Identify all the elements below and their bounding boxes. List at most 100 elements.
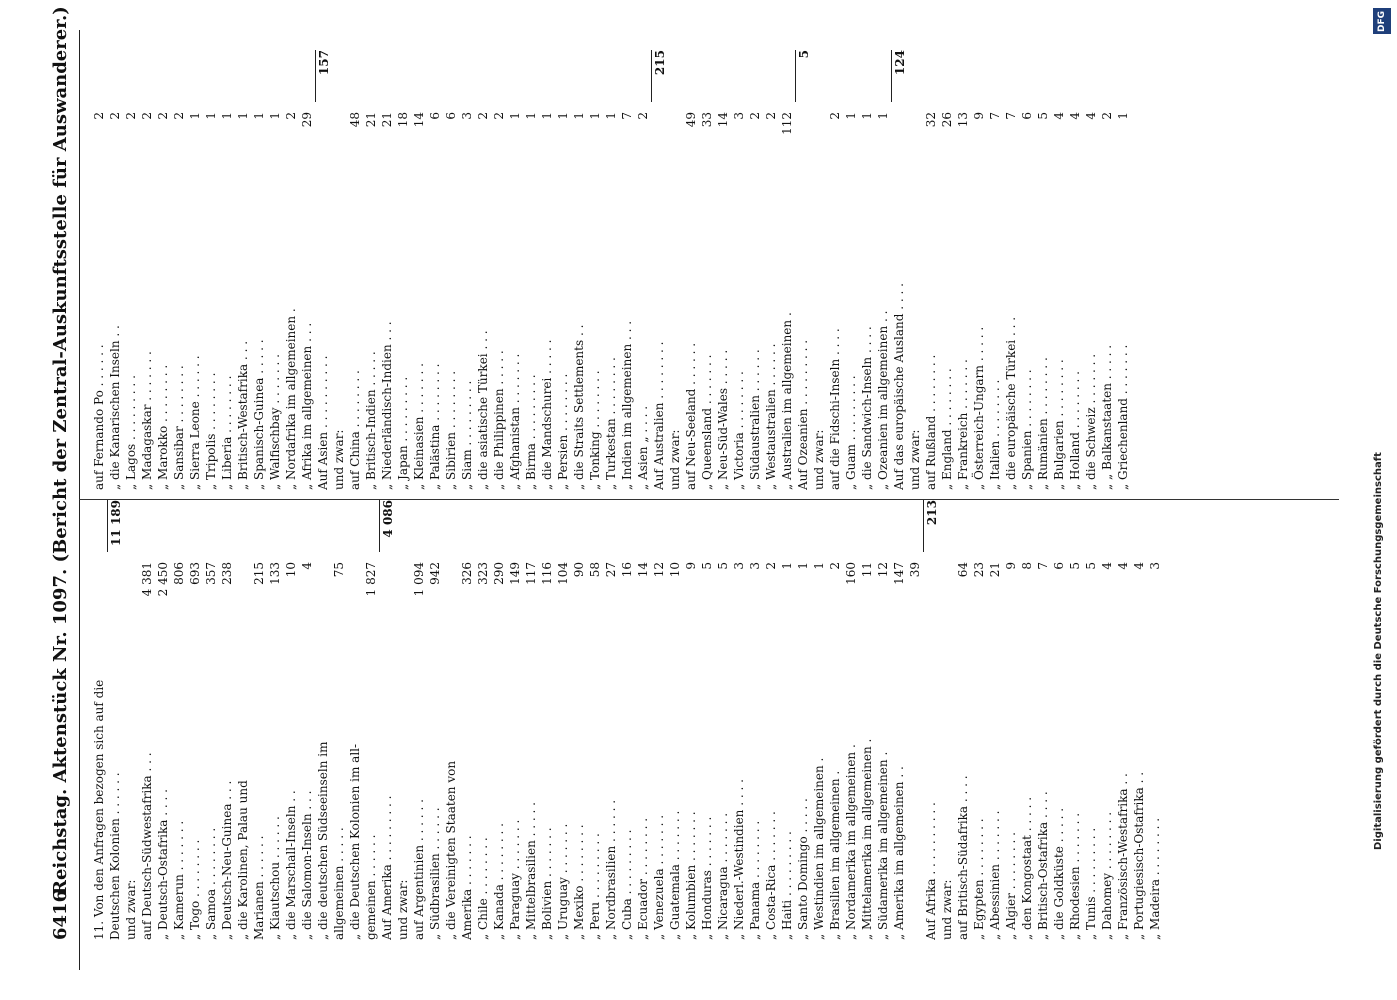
table-row: „ Peru . . . . . . . . . 58 [587, 500, 603, 940]
table-row: „ Siam . . . . . . . . . 3 [459, 50, 475, 490]
table-row: „ die Schweiz . . . . . . . 4 [1083, 50, 1099, 490]
table-row: „ Lagos . . . . . . . . . 2 [123, 50, 139, 490]
row-label: „ Portugiesisch-Ostafrika . . [1131, 771, 1146, 940]
row-count: 3 [1147, 562, 1162, 570]
row-label: und zwar: [939, 879, 954, 940]
table-row: „ Südbrasilien . . . . . . 942 [427, 500, 443, 940]
table-row: „ Britisch-Ostafrika . . . . 7 [1035, 500, 1051, 940]
row-count: 1 094 [411, 562, 426, 597]
row-count: 2 [747, 112, 762, 120]
row-label: Amerika . . . . . . . [459, 835, 474, 940]
table-row: „ die Karolinen, Palau und [235, 500, 251, 940]
table-row: „ Kleinasien . . . . . . . 14 [411, 50, 427, 490]
table-row: „ Birma . . . . . . . . . 1 [523, 50, 539, 490]
row-label: „ Siam . . . . . . . . . [459, 380, 474, 490]
row-count: 1 [267, 112, 282, 120]
row-count: 2 450 [155, 562, 170, 597]
table-row: auf Rußland . . . . . . . . 32 [923, 50, 939, 490]
table-row: „ Bolivien . . . . . . . 116 [539, 500, 555, 940]
row-label: „ Bulgarien . . . . . . . . [1051, 359, 1066, 490]
row-label: „ Indien im allgemeinen . . . [619, 320, 634, 490]
right-column: auf Fernando Po . . . . . . 2 „ die Kanar… [91, 50, 1131, 490]
table-row: „ Italien . . . . . . . . 7 [987, 50, 1003, 490]
table-row: „ England . . . . . . . . 26 [939, 50, 955, 490]
table-row: „ Frankreich . . . . . . . 13 [955, 50, 971, 490]
table-row: „ Abessinien . . . . . . . 21 [987, 500, 1003, 940]
row-count: 112 [779, 112, 794, 135]
row-label: „ Queensland . . . . . . . [699, 354, 714, 491]
row-label: Auf Afrika . . . . . . . . . . [923, 802, 938, 940]
row-label: „ Tunis . . . . . . . . . [1083, 827, 1098, 940]
row-count: 7 [1003, 112, 1018, 120]
table-row: „ die Goldküste . . . . . 6 [1051, 500, 1067, 940]
row-label: „ Persien . . . . . . . . [555, 373, 570, 490]
row-count: 4 [1051, 112, 1066, 120]
row-label: „ Ozeanien im allgemeinen . . [875, 310, 890, 490]
table-row: „ Österreich-Ungarn . . . . . 9 [971, 50, 987, 490]
row-count: 4 [1099, 562, 1114, 570]
row-label: „ Cuba . . . . . . . . . [619, 829, 634, 940]
row-count: 2 [475, 112, 490, 120]
table-row: „ Liberia . . . . . . . . 1 [219, 50, 235, 490]
row-label: „ Deutsch-Neu-Guinea . . . [219, 780, 234, 940]
row-count: 693 [187, 562, 202, 585]
row-total: 215 [650, 50, 668, 102]
row-label: „ Paraguay . . . . . . . [507, 819, 522, 940]
row-label: auf Neu-Seeland . . . . . . [683, 342, 698, 490]
table-row: auf Fernando Po . . . . . . 2 [91, 50, 107, 490]
table-row: „ Nordamerika im allgemeinen . 160 [843, 500, 859, 940]
row-count: 3 [731, 562, 746, 570]
row-label: „ Afghanistan . . . . . . . [507, 353, 522, 490]
row-count: 9 [1003, 562, 1018, 570]
table-row: „ Japan . . . . . . . . . 18 [395, 50, 411, 490]
table-row: „ Niederländisch-Indien . . . 21 [379, 50, 395, 490]
row-count: 21 [379, 112, 394, 128]
row-label: auf Deutsch-Südwestafrika . . . [139, 752, 154, 940]
row-count: 147 [891, 562, 906, 585]
row-label: „ Kiautschou . . . . . . [267, 816, 282, 940]
row-count: 5 [1067, 562, 1082, 570]
row-label: „ Mexiko . . . . . . . . [571, 824, 586, 940]
row-label: „ Westaustralien . . . . . . [763, 343, 778, 490]
table-row: „ Honduras . . . . . . . 5 [699, 500, 715, 940]
row-count: 2 [763, 562, 778, 570]
table-row: „ Madeira . . . . . . . . 3 [1147, 500, 1163, 940]
row-count: 21 [987, 562, 1002, 578]
table-row: Auf Asien . . . . . . . . . . 157 [314, 50, 332, 490]
row-label: „ die Goldküste . . . . . [1051, 807, 1066, 940]
row-label: „ die europäische Türkei . . . [1003, 316, 1018, 490]
table-row: „ Neu-Süd-Wales . . . . . 14 [715, 50, 731, 490]
row-label: „ Rhodesien . . . . . . . [1067, 812, 1082, 940]
table-row: „ Mittelamerika im allgemeinen . 11 [859, 500, 875, 940]
row-count: 1 [555, 112, 570, 120]
table-row: „ Mexiko . . . . . . . . 90 [571, 500, 587, 940]
table-row: „ Britisch-Westafrika . . . 1 [235, 50, 251, 490]
row-count: 2 [491, 112, 506, 120]
table-row: Auf Afrika . . . . . . . . . . 213 [922, 500, 940, 940]
table-row: auf Britisch-Südafrika . . . . 64 [955, 500, 971, 940]
row-label: „ Südamerika im allgemeinen . [875, 751, 890, 940]
row-label: „ die Mandschurei . . . . . [539, 339, 554, 490]
table-row: „ Victoria . . . . . . . . 3 [731, 50, 747, 490]
table-row: „ Kiautschou . . . . . . 133 [267, 500, 283, 940]
row-label: Auf Australien . . . . . . . . [651, 341, 666, 490]
row-count: 1 [811, 562, 826, 570]
row-count: 10 [667, 562, 682, 578]
row-label: „ Italien . . . . . . . . [987, 379, 1002, 490]
row-label: „ England . . . . . . . . [939, 368, 954, 490]
table-row: „ Australien im allgemeinen . 112 [779, 50, 795, 490]
row-count: 75 [331, 562, 346, 578]
row-label: „ Niederl.-Westindien . . . . [731, 779, 746, 940]
table-row: „ Queensland . . . . . . . 33 [699, 50, 715, 490]
row-total: 157 [314, 50, 332, 102]
row-count: 1 [187, 112, 202, 120]
row-count: 1 [235, 112, 250, 120]
row-label: auf Britisch-Südafrika . . . . [955, 775, 970, 940]
row-count: 64 [955, 562, 970, 578]
table-row: und zwar: [907, 50, 923, 490]
row-count: 1 [875, 112, 890, 120]
row-label: „ die Straits Settlements . . [571, 324, 586, 490]
credit-sidebar: DFG Digitalisierung gefördert durch die … [1371, 0, 1393, 1000]
table-row: „ Afrika im allgemeinen . . . 29 [299, 50, 315, 490]
table-row: „ Panama . . . . . . . . 3 [747, 500, 763, 940]
